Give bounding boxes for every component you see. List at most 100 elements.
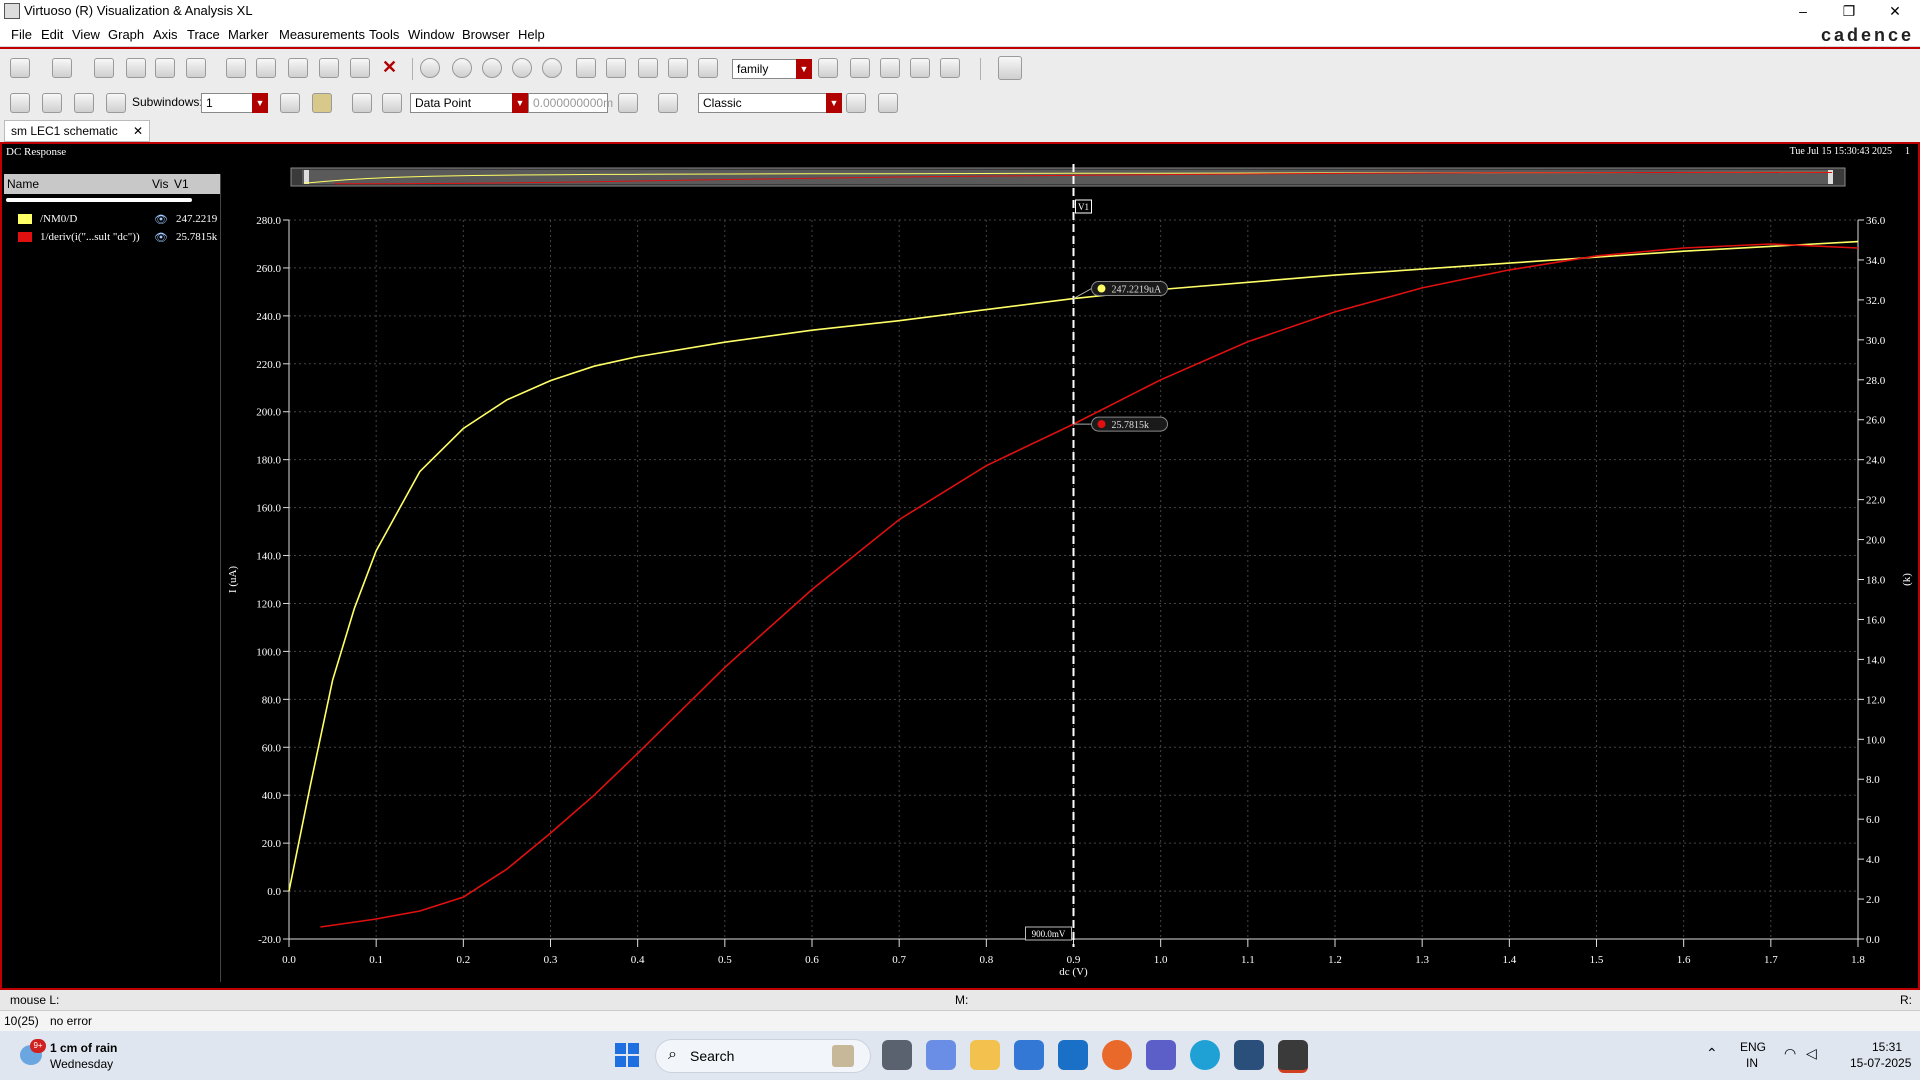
dc-response-chart[interactable]: 0.0 0.1 0.2 0.3 0.4 0.5 0.6 0.7 0.8 0.9 1.0 1.1 1.2 1… bbox=[222, 144, 1918, 988]
subwindow-layout-icon[interactable] bbox=[106, 93, 126, 113]
menu-measurements[interactable]: Measurements bbox=[279, 27, 365, 42]
undo-icon[interactable] bbox=[226, 58, 246, 78]
fit-y-icon[interactable] bbox=[638, 58, 658, 78]
tab-close-icon[interactable]: ✕ bbox=[133, 124, 144, 138]
family-action-1-icon[interactable] bbox=[818, 58, 838, 78]
data-point-combo[interactable]: Data Point bbox=[410, 93, 520, 113]
zoom-out-icon[interactable] bbox=[542, 58, 562, 78]
paste-icon[interactable] bbox=[350, 58, 370, 78]
copy-icon[interactable] bbox=[319, 58, 339, 78]
new-window-icon[interactable] bbox=[10, 58, 30, 78]
menu-window[interactable]: Window bbox=[408, 27, 455, 42]
remote-desktop-icon[interactable] bbox=[1234, 1040, 1264, 1070]
legend-row[interactable]: /NM0/D 👁 247.2219 bbox=[4, 210, 220, 228]
weather-text[interactable]: 1 cm of rain bbox=[50, 1041, 118, 1055]
menu-edit[interactable]: Edit bbox=[41, 27, 64, 42]
zoom-box-icon[interactable] bbox=[452, 58, 472, 78]
delete-icon[interactable]: ✕ bbox=[382, 57, 398, 77]
cut-icon[interactable] bbox=[288, 58, 308, 78]
legend-col-name[interactable]: Name bbox=[7, 177, 40, 191]
calculator-icon[interactable] bbox=[658, 93, 678, 113]
family-dropdown-icon[interactable]: ▼ bbox=[796, 59, 812, 79]
eye-icon[interactable]: 👁 bbox=[154, 232, 168, 244]
style-apply-icon[interactable] bbox=[846, 93, 866, 113]
print-icon[interactable] bbox=[155, 58, 175, 78]
menu-marker[interactable]: Marker bbox=[228, 27, 269, 42]
menu-help[interactable]: Help bbox=[518, 27, 545, 42]
family-action-5-icon[interactable] bbox=[940, 58, 960, 78]
open-icon[interactable] bbox=[94, 58, 114, 78]
print-preview-icon[interactable] bbox=[186, 58, 206, 78]
restore-button[interactable]: ❐ bbox=[1842, 3, 1856, 19]
data-point-dropdown-icon[interactable]: ▼ bbox=[512, 93, 528, 113]
pencil-icon[interactable] bbox=[10, 93, 30, 113]
menu-axis[interactable]: Axis bbox=[153, 27, 178, 42]
x-tick-label: 0.9 bbox=[1067, 954, 1081, 966]
strip-icon[interactable] bbox=[74, 93, 94, 113]
fit-x-icon[interactable] bbox=[606, 58, 626, 78]
virtuoso-app-icon[interactable] bbox=[1278, 1040, 1308, 1073]
menu-browser[interactable]: Browser bbox=[462, 27, 510, 42]
message-status-bar: 10(25) no error bbox=[0, 1010, 1920, 1032]
grid-icon[interactable] bbox=[998, 56, 1022, 80]
menu-graph[interactable]: Graph bbox=[108, 27, 145, 42]
subwindows-dropdown-icon[interactable]: ▼ bbox=[252, 93, 268, 113]
zoom-in-x-icon[interactable] bbox=[512, 58, 532, 78]
family-action-2-icon[interactable] bbox=[850, 58, 870, 78]
minimize-button[interactable]: – bbox=[1799, 3, 1807, 19]
eye-icon[interactable]: 👁 bbox=[154, 214, 168, 226]
prev-marker-icon[interactable] bbox=[352, 93, 372, 113]
family-action-3-icon[interactable] bbox=[880, 58, 900, 78]
menu-trace[interactable]: Trace bbox=[187, 27, 220, 42]
pan-icon[interactable] bbox=[576, 58, 596, 78]
close-button[interactable]: ✕ bbox=[1889, 3, 1901, 19]
zoom-in-icon[interactable] bbox=[482, 58, 502, 78]
volume-icon[interactable]: ◁ bbox=[1806, 1045, 1817, 1061]
teams-icon[interactable] bbox=[1146, 1040, 1176, 1070]
marker-tool-icon[interactable] bbox=[312, 93, 332, 113]
clock-time[interactable]: 15:31 bbox=[1872, 1040, 1903, 1054]
histogram-icon[interactable] bbox=[618, 93, 638, 113]
start-icon[interactable] bbox=[615, 1043, 639, 1067]
menu-file[interactable]: File bbox=[11, 27, 32, 42]
task-view-icon[interactable] bbox=[882, 1040, 912, 1070]
language-label[interactable]: ENG bbox=[1740, 1040, 1767, 1054]
store-icon[interactable] bbox=[1014, 1040, 1044, 1070]
family-action-4-icon[interactable] bbox=[910, 58, 930, 78]
fit-xy-icon[interactable] bbox=[668, 58, 688, 78]
menu-view[interactable]: View bbox=[72, 27, 100, 42]
chevron-up-icon[interactable]: ⌃ bbox=[1706, 1045, 1718, 1061]
zoom-reset-icon[interactable] bbox=[698, 58, 718, 78]
style-combo[interactable]: Classic bbox=[698, 93, 836, 113]
edge-icon[interactable] bbox=[1190, 1040, 1220, 1070]
palette-icon[interactable] bbox=[42, 93, 62, 113]
legend-col-v1[interactable]: V1 bbox=[174, 177, 189, 191]
title-bar: Virtuoso (R) Visualization & Analysis XL… bbox=[0, 0, 1920, 22]
legend-row[interactable]: 1/deriv(i("...sult "dc")) 👁 25.7815k bbox=[4, 228, 220, 246]
y-right-tick-label: 12.0 bbox=[1866, 694, 1886, 706]
legend-col-vis[interactable]: Vis bbox=[152, 177, 169, 191]
outlook-icon[interactable] bbox=[1058, 1040, 1088, 1070]
style-dropdown-icon[interactable]: ▼ bbox=[826, 93, 842, 113]
family-combo[interactable]: family bbox=[732, 59, 804, 79]
bookmark-icon[interactable] bbox=[280, 93, 300, 113]
wifi-icon[interactable]: ◠ bbox=[1784, 1045, 1797, 1061]
redo-icon[interactable] bbox=[256, 58, 276, 78]
next-marker-icon[interactable] bbox=[382, 93, 402, 113]
position-field[interactable]: 0.000000000m bbox=[528, 93, 613, 113]
menu-tools[interactable]: Tools bbox=[369, 27, 400, 42]
legend-scrollbar[interactable] bbox=[6, 198, 192, 202]
style-reset-icon[interactable] bbox=[878, 93, 898, 113]
firefox-icon[interactable] bbox=[1102, 1040, 1132, 1070]
search-box[interactable]: ⌕ Search bbox=[655, 1039, 871, 1073]
save-icon[interactable] bbox=[126, 58, 146, 78]
marker-x-readout: 900.0mV bbox=[1032, 929, 1066, 939]
y-left-axis-label: I (uA) bbox=[227, 566, 239, 594]
subwindows-combo[interactable]: 1 bbox=[201, 93, 259, 113]
tab-schematic[interactable]: sm LEC1 schematic ✕ bbox=[4, 120, 151, 142]
zoom-fit-icon[interactable] bbox=[420, 58, 440, 78]
file-explorer-icon[interactable] bbox=[970, 1040, 1000, 1070]
copilot-icon[interactable] bbox=[926, 1040, 956, 1070]
new-subwindow-icon[interactable] bbox=[52, 58, 72, 78]
y-right-tick-label: 6.0 bbox=[1866, 814, 1880, 826]
